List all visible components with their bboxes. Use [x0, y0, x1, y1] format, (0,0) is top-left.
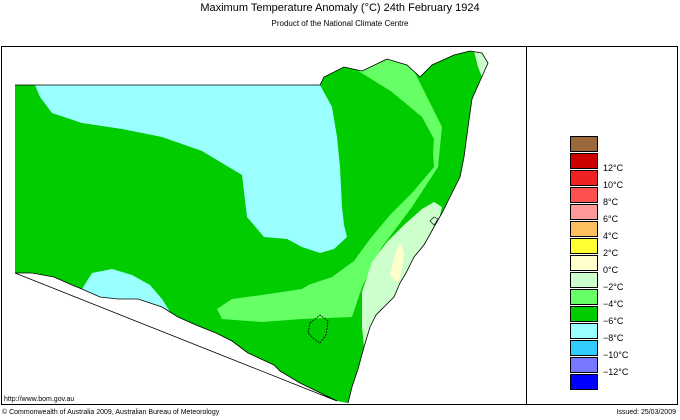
region-minus-8-north — [35, 85, 347, 253]
legend-label: −8°C — [603, 333, 624, 343]
website-link[interactable]: http://www.bom.gov.au — [4, 396, 75, 403]
region-zero — [390, 243, 404, 283]
act-border — [307, 314, 329, 344]
region-minus-2 — [362, 202, 442, 347]
map-frame — [1, 46, 678, 405]
nsw-anomaly-map — [14, 50, 489, 404]
legend-swatch — [570, 340, 598, 356]
legend-swatch — [570, 221, 598, 237]
frame-divider — [526, 46, 527, 405]
legend-label: 4°C — [603, 231, 619, 241]
legend-swatch — [570, 289, 598, 305]
legend-label: −4°C — [603, 299, 624, 309]
legend-swatch — [570, 238, 598, 254]
copyright-notice: © Commonwealth of Australia 2009, Austra… — [2, 409, 220, 416]
map-subtitle: Product of the National Climate Centre — [271, 19, 409, 28]
legend-label: 10°C — [603, 180, 624, 190]
map-title: Maximum Temperature Anomaly (°C) 24th Fe… — [200, 2, 480, 14]
legend-swatch — [570, 306, 598, 322]
issued-date: Issued: 25/03/2009 — [616, 409, 676, 416]
legend-label: 12°C — [603, 163, 624, 173]
legend-swatch — [570, 153, 598, 169]
legend-swatch — [570, 187, 598, 203]
legend-label: 6°C — [603, 214, 619, 224]
coastal-lake-outline — [429, 216, 439, 226]
legend-label: 0°C — [603, 265, 619, 275]
legend-label: 8°C — [603, 197, 619, 207]
legend-label: −12°C — [603, 367, 629, 377]
legend-swatch — [570, 272, 598, 288]
legend-swatch — [570, 323, 598, 339]
legend-swatch — [570, 170, 598, 186]
nsw-border — [14, 50, 489, 404]
legend-label: 2°C — [603, 248, 619, 258]
legend-swatch — [570, 374, 598, 390]
legend-swatch — [570, 255, 598, 271]
legend-label: −6°C — [603, 316, 624, 326]
legend-swatch — [570, 136, 598, 152]
legend-label: −2°C — [603, 282, 624, 292]
legend-label: −10°C — [603, 350, 629, 360]
legend-swatch — [570, 357, 598, 373]
legend-swatch — [570, 204, 598, 220]
